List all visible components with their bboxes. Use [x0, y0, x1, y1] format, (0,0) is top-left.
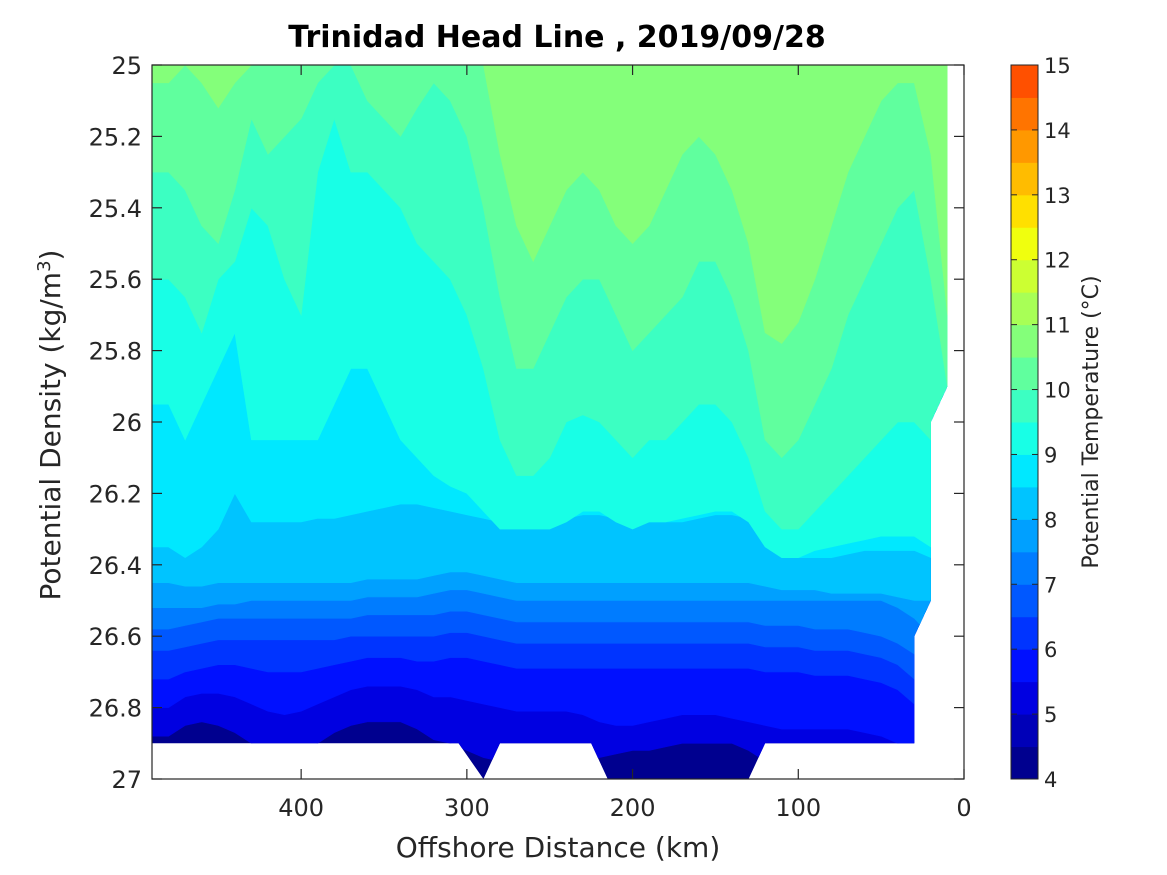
- x-tick-label: 200: [610, 794, 656, 822]
- colorbar-segment: [1011, 584, 1038, 618]
- colorbar-segment: [1011, 129, 1038, 163]
- plot-area: [151, 64, 965, 780]
- colorbar-segment: [1011, 714, 1038, 748]
- x-tick-label: 0: [956, 794, 971, 822]
- y-tick-label: 26.8: [89, 695, 142, 723]
- x-tick-label: 300: [444, 794, 490, 822]
- y-tick-label: 25.6: [89, 266, 142, 294]
- colorbar-ticks: 4 5 6 7 8 9 10 11 12 13 14 15: [1011, 54, 1071, 792]
- colorbar-segment: [1011, 746, 1038, 780]
- colorbar-tick-label: 9: [1044, 443, 1057, 467]
- colorbar-tick-label: 11: [1044, 314, 1071, 338]
- colorbar-tick-label: 14: [1044, 119, 1071, 143]
- y-tick-label: 26.6: [89, 623, 142, 651]
- colorbar-tick-label: 6: [1044, 638, 1057, 662]
- y-tick-label: 26: [111, 409, 142, 437]
- y-tick-label: 26.4: [89, 552, 142, 580]
- colorbar-tick-label: 8: [1044, 508, 1057, 532]
- y-axis: 25 25.2 25.4 25.6 25.8 26 26.2 26.4 26.6 26.8 27: [89, 52, 964, 794]
- y-axis-label-superscript: 3: [34, 260, 55, 271]
- colorbar-segment: [1011, 65, 1038, 98]
- x-axis-label: Offshore Distance (km): [396, 831, 721, 864]
- colorbar-segment: [1011, 324, 1038, 358]
- colorbar-tick-label: 4: [1044, 768, 1057, 792]
- contour-layer: [152, 65, 948, 779]
- chart-title: Trinidad Head Line , 2019/09/28: [288, 20, 825, 55]
- colorbar-segment: [1011, 519, 1038, 553]
- colorbar-segment: [1011, 649, 1038, 683]
- colorbar-segment: [1011, 194, 1038, 228]
- colorbar-tick-label: 10: [1044, 379, 1071, 403]
- colorbar: [1010, 64, 1039, 780]
- colorbar-tick-label: 15: [1044, 54, 1071, 78]
- y-tick-label: 25.8: [89, 338, 142, 366]
- colorbar-tick-label: 13: [1044, 184, 1071, 208]
- band-10_5: [152, 65, 948, 344]
- colorbar-segment: [1011, 227, 1038, 261]
- x-tick-label: 100: [775, 794, 821, 822]
- colorbar-tick-label: 12: [1044, 249, 1071, 273]
- colorbar-segment: [1011, 681, 1038, 715]
- colorbar-segment: [1011, 486, 1038, 520]
- y-tick-label: 25: [111, 52, 142, 80]
- y-tick-label: 27: [111, 766, 142, 794]
- colorbar-tick-label: 5: [1044, 703, 1057, 727]
- colorbar-segment: [1011, 389, 1038, 423]
- colorbar-segment: [1011, 259, 1038, 293]
- colorbar-label: Potential Temperature (°C): [1079, 275, 1104, 568]
- y-tick-label: 25.2: [89, 123, 142, 151]
- y-tick-label: 26.2: [89, 480, 142, 508]
- y-axis-label: Potential Density (kg/m3): [34, 250, 67, 601]
- colorbar-segment: [1011, 357, 1038, 391]
- x-tick-label: 400: [278, 794, 324, 822]
- colorbar-segment: [1011, 97, 1038, 131]
- y-axis-label-suffix: ): [34, 250, 67, 261]
- colorbar-tick-label: 7: [1044, 573, 1057, 597]
- colorbar-segment: [1011, 616, 1038, 650]
- colorbar-segment: [1011, 162, 1038, 196]
- colorbar-segment: [1011, 422, 1038, 455]
- colorbar-segment: [1011, 292, 1038, 326]
- x-axis: 400 300 200 100 0: [278, 65, 972, 822]
- colorbar-segment: [1011, 454, 1038, 488]
- colorbar-segment: [1011, 551, 1038, 585]
- y-tick-label: 25.4: [89, 195, 142, 223]
